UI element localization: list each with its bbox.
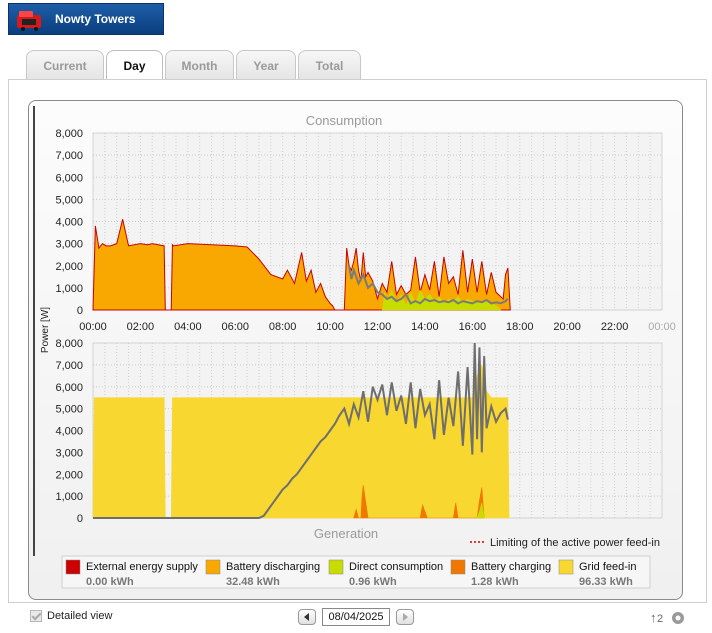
x-tick-label: 10:00	[316, 321, 344, 333]
limit-label: Limiting of the active power feed-in	[490, 537, 660, 549]
y-axis-label: Power [W]	[40, 307, 51, 353]
legend: External energy supply 0.00 kWh Battery di…	[65, 559, 636, 588]
x-tick-label: 14:00	[411, 321, 439, 333]
generation-title: Generation	[314, 526, 378, 541]
y-tick-label: 2,000	[55, 469, 83, 481]
y-tick-label: 6,000	[55, 382, 83, 394]
y-tick-label: 2,000	[55, 261, 83, 273]
date-field[interactable]: 08/04/2025	[322, 608, 390, 626]
generation-plot: 0 1,000 2,000 3,000 4,000 5,000 6,000 7,000 8,00…	[55, 338, 663, 525]
legend-value: 0.00 kWh	[86, 576, 134, 588]
gear-icon[interactable]	[672, 612, 684, 624]
plant-name: Nowty Towers	[55, 12, 136, 26]
series-line	[93, 342, 509, 519]
y-tick-label: 7,000	[55, 150, 83, 162]
legend-swatch	[450, 559, 466, 575]
series-line	[348, 265, 509, 305]
legend-box	[61, 555, 651, 589]
svg-text:2: 2	[657, 613, 663, 625]
legend-label: Grid feed-in	[579, 561, 636, 573]
svg-text:↑: ↑	[650, 610, 657, 625]
series-area	[476, 502, 485, 519]
y-tick-label: 0	[77, 513, 83, 525]
y-tick-label: 8,000	[55, 338, 83, 350]
legend-label: Battery discharging	[226, 561, 320, 573]
legend-swatch	[65, 559, 81, 575]
tab-month[interactable]: Month	[165, 50, 234, 80]
series-area	[353, 485, 485, 519]
sort-icon[interactable]: ↑ 2	[650, 610, 663, 625]
y-tick-label: 5,000	[55, 194, 83, 206]
legend-value: 0.96 kWh	[349, 576, 397, 588]
y-tick-label: 5,000	[55, 404, 83, 416]
x-tick-label: 00:00	[79, 321, 107, 333]
x-tick-label: 04:00	[174, 321, 202, 333]
x-tick-label: 20:00	[553, 321, 581, 333]
app-header: Nowty Towers	[8, 3, 164, 35]
y-tick-label: 7,000	[55, 360, 83, 372]
x-tick-label: 02:00	[127, 321, 155, 333]
detailed-view-checkbox[interactable]	[30, 610, 42, 622]
tab-current[interactable]: Current	[26, 50, 104, 80]
y-tick-label: 4,000	[55, 217, 83, 229]
y-tick-label: 3,000	[55, 239, 83, 251]
chevron-left-icon	[304, 613, 309, 621]
panel-divider	[33, 106, 35, 556]
y-tick-label: 3,000	[55, 447, 83, 459]
legend-value: 1.28 kWh	[471, 576, 519, 588]
y-tick-label: 6,000	[55, 172, 83, 184]
chevron-right-icon	[403, 613, 408, 621]
y-tick-label: 4,000	[55, 426, 83, 438]
detailed-view-toggle[interactable]: Detailed view	[30, 610, 112, 622]
x-tick-label: 00:00	[648, 321, 676, 333]
legend-label: Battery charging	[471, 561, 551, 573]
y-tick-label: 0	[77, 305, 83, 317]
previous-day-button[interactable]	[298, 609, 316, 625]
next-day-button[interactable]	[396, 609, 414, 625]
chart-tools: ↑ 2	[650, 610, 684, 625]
y-tick-label: 8,000	[55, 128, 83, 140]
x-tick-label: 18:00	[506, 321, 534, 333]
detailed-view-label: Detailed view	[47, 610, 113, 622]
tab-total[interactable]: Total	[298, 50, 361, 80]
x-tick-label: 12:00	[364, 321, 392, 333]
legend-swatch	[558, 559, 574, 575]
tab-day[interactable]: Day	[106, 50, 163, 81]
legend-swatch	[205, 559, 221, 575]
y-tick-label: 1,000	[55, 283, 83, 295]
x-tick-label: 08:00	[269, 321, 297, 333]
x-tick-label: 22:00	[601, 321, 629, 333]
y-tick-label: 1,000	[55, 491, 83, 503]
legend-label: Direct consumption	[349, 561, 443, 573]
tab-year[interactable]: Year	[236, 50, 296, 80]
legend-label: External energy supply	[86, 561, 198, 573]
consumption-plot: 0 1,000 2,000 3,000 4,000 5,000 6,000 7,000 8,00…	[55, 128, 675, 333]
x-tick-label: 06:00	[221, 321, 249, 333]
series-area	[92, 219, 511, 311]
legend-value: 96.33 kWh	[579, 576, 633, 588]
legend-swatch	[328, 559, 344, 575]
consumption-title: Consumption	[306, 113, 383, 128]
x-tick-label: 16:00	[459, 321, 487, 333]
logo-icon	[17, 11, 41, 31]
legend-value: 32.48 kWh	[226, 576, 280, 588]
